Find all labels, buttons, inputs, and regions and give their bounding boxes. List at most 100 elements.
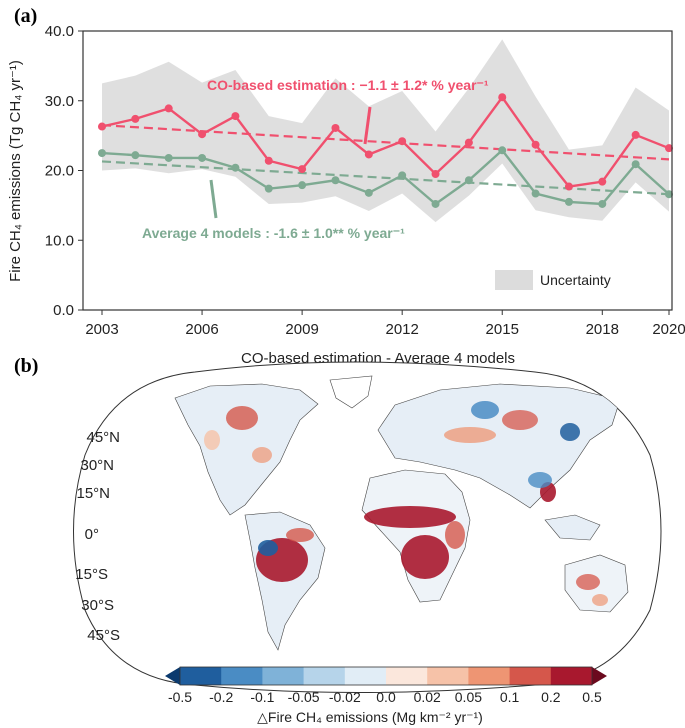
series-line-co (101, 95, 670, 188)
legend-uncertainty-label: Uncertainty (540, 272, 611, 288)
lat-label-45n: 45°N (86, 429, 120, 446)
trend-line-co (101, 124, 670, 161)
colorbar-tick-label: -0.5 (168, 689, 192, 705)
colorbar-swatch (221, 667, 263, 685)
anomaly-patch (286, 528, 314, 542)
uncertainty-band (102, 39, 669, 223)
data-point-co-2020 (665, 144, 673, 153)
anomaly-patch (364, 506, 456, 528)
data-point-co-2016 (531, 140, 540, 149)
anomaly-patch (502, 410, 538, 430)
y-axis-label: Fire CH₄ emissions (Tg CH₄ yr⁻¹) (7, 60, 24, 282)
x-tick-label: 2018 (586, 321, 619, 338)
data-point-average-2017 (564, 197, 573, 206)
data-point-co-2017 (564, 182, 573, 191)
colorbar-tick-label: 0.5 (582, 689, 602, 705)
x-axis: 2003 2006 2009 2012 2015 2018 2020 (85, 310, 685, 338)
data-point-average-2011 (364, 188, 373, 197)
islands-southeast-asia (544, 514, 601, 541)
lat-label-45s: 45°S (87, 627, 120, 644)
colorbar-tick-label: -0.05 (288, 689, 320, 705)
anomaly-patch (444, 427, 496, 443)
anomaly-patch (204, 430, 220, 450)
data-point-co-2008 (264, 156, 273, 165)
anomaly-patch (258, 540, 278, 556)
colorbar-arrow-left (165, 667, 180, 685)
colorbar-swatch (180, 667, 222, 685)
data-point-average-2018 (598, 199, 607, 208)
colorbar-swatch (262, 667, 305, 685)
colorbar-tick-label: -0.02 (329, 689, 361, 705)
anomaly-patch (445, 521, 465, 549)
panel-a-plot: CO-based estimation : −1.1 ± 1.2* % year… (45, 23, 685, 338)
x-tick-label: 2003 (85, 321, 118, 338)
colorbar-tick-label: 0.2 (541, 689, 561, 705)
anomaly-patch (592, 594, 608, 606)
data-point-average-2014 (464, 176, 473, 185)
data-point-average-2019 (631, 160, 640, 169)
anomaly-patch (471, 401, 499, 419)
data-point-co-2014 (464, 138, 473, 147)
annotation-pointer-co (363, 106, 372, 145)
colorbar-label: △Fire CH₄ emissions (Mg km⁻² yr⁻¹) (257, 709, 483, 725)
colorbar-swatch (344, 667, 387, 685)
panel-b-label: (b) (14, 355, 38, 377)
colorbar-swatch (509, 667, 552, 685)
data-point-co-2019 (631, 130, 640, 139)
data-point-average-2012 (398, 171, 407, 180)
x-tick-label: 2009 (285, 321, 318, 338)
data-point-average-2008 (264, 184, 273, 193)
data-point-co-2006 (198, 130, 207, 139)
anomaly-patch (560, 423, 580, 441)
colorbar-tick-label: 0.02 (414, 689, 441, 705)
anomaly-patch (401, 535, 449, 579)
colorbar-swatch (386, 667, 428, 685)
continent-north-america (174, 383, 319, 516)
data-point-co-2003 (98, 122, 106, 131)
continent-greenland (329, 375, 373, 409)
x-tick-label: 2006 (185, 321, 218, 338)
data-point-co-2004 (131, 114, 140, 123)
y-tick-label: 20.0 (45, 163, 74, 180)
data-point-co-2011 (364, 150, 373, 159)
lat-label-15s: 15°S (75, 566, 108, 583)
y-tick-label: 0.0 (53, 302, 74, 319)
anomaly-patch (528, 472, 552, 488)
x-tick-label: 2020 (652, 321, 685, 338)
data-point-average-2005 (164, 153, 173, 162)
colorbar-border (179, 666, 593, 686)
y-tick-label: 10.0 (45, 232, 74, 249)
data-point-average-2004 (131, 151, 140, 160)
colorbar-tick-label: 0.1 (500, 689, 520, 705)
anomaly-patch (252, 447, 272, 463)
colorbar-swatch (550, 667, 593, 685)
data-point-co-2010 (331, 123, 340, 132)
colorbar-tick-label: -0.2 (209, 689, 233, 705)
anomaly-patch (226, 406, 258, 430)
data-point-average-2003 (98, 149, 106, 158)
colorbar-swatch (303, 667, 346, 685)
colorbar-swatch (427, 667, 469, 685)
lat-label-15n: 15°N (76, 485, 110, 502)
world-map (73, 361, 662, 693)
legend-uncertainty-swatch (495, 270, 533, 290)
colorbar-tick-label: 0.05 (455, 689, 482, 705)
continent-eurasia (377, 383, 621, 509)
panel-a-label: (a) (14, 5, 37, 27)
anomaly-patch (576, 574, 600, 590)
data-point-average-2015 (498, 146, 507, 155)
data-point-average-2007 (231, 163, 240, 172)
lat-label-0: 0° (85, 526, 99, 543)
colorbar-arrow-right (592, 667, 607, 685)
x-tick-label: 2012 (385, 321, 418, 338)
colorbar: -0.5 -0.2 -0.1 -0.05 -0.02 0.0 0.02 0.05 0.1 0.2 0… (165, 666, 607, 705)
series-line-average (101, 148, 670, 206)
y-tick-label: 40.0 (45, 23, 74, 40)
annotation-pointer-average (209, 179, 218, 219)
data-point-co-2009 (298, 165, 307, 174)
data-point-co-2013 (431, 169, 440, 178)
data-point-average-2013 (431, 199, 440, 208)
lat-label-30n: 30°N (80, 457, 114, 474)
data-point-average-2006 (198, 153, 207, 162)
